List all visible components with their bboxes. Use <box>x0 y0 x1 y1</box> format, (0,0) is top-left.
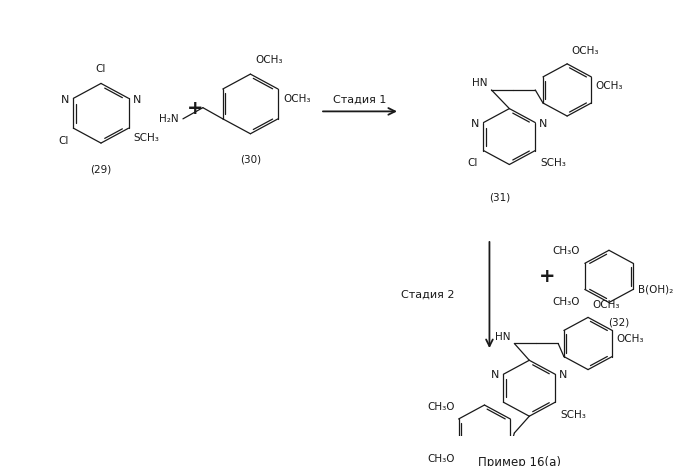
Text: +: + <box>539 267 556 286</box>
Text: SCH₃: SCH₃ <box>134 133 160 143</box>
Text: N: N <box>61 95 69 105</box>
Text: N: N <box>491 370 499 380</box>
Text: OCH₃: OCH₃ <box>571 47 598 56</box>
Text: Cl: Cl <box>96 64 106 74</box>
Text: HN: HN <box>495 332 510 342</box>
Text: N: N <box>471 118 480 129</box>
Text: OCH₃: OCH₃ <box>283 94 311 103</box>
Text: SCH₃: SCH₃ <box>560 410 586 420</box>
Text: OCH₃: OCH₃ <box>595 81 623 90</box>
Text: CH₃O: CH₃O <box>427 402 454 411</box>
Text: OCH₃: OCH₃ <box>256 55 283 65</box>
Text: (31): (31) <box>489 192 510 202</box>
Text: OCH₃: OCH₃ <box>592 300 620 310</box>
Text: CH₃O: CH₃O <box>552 246 580 256</box>
Text: CH₃O: CH₃O <box>427 454 454 465</box>
Text: (29): (29) <box>90 164 111 174</box>
Text: N: N <box>132 95 141 105</box>
Text: Стадия 2: Стадия 2 <box>401 290 454 300</box>
Text: Cl: Cl <box>467 158 477 168</box>
Text: (30): (30) <box>240 155 261 165</box>
Text: OCH₃: OCH₃ <box>616 334 644 344</box>
Text: (32): (32) <box>608 318 629 328</box>
Text: N: N <box>559 370 568 380</box>
Text: Cl: Cl <box>58 136 69 145</box>
Text: +: + <box>188 99 204 118</box>
Text: N: N <box>539 118 547 129</box>
Text: Стадия 1: Стадия 1 <box>333 94 386 104</box>
Text: H₂N: H₂N <box>160 114 179 124</box>
Text: B(OH)₂: B(OH)₂ <box>638 284 673 295</box>
Text: CH₃O: CH₃O <box>552 297 580 307</box>
Text: HN: HN <box>472 78 487 88</box>
Text: SCH₃: SCH₃ <box>540 158 566 168</box>
Text: Пример 16(a): Пример 16(a) <box>478 456 561 466</box>
